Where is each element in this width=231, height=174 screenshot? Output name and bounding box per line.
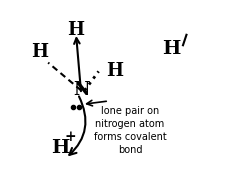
Text: lone pair on
nitrogen atom
forms covalent
bond: lone pair on nitrogen atom forms covalen…	[93, 106, 166, 155]
Text: H: H	[51, 139, 69, 157]
Text: H: H	[105, 62, 122, 80]
Text: N: N	[73, 81, 89, 100]
Text: H: H	[67, 21, 84, 39]
Text: H: H	[31, 43, 48, 61]
Text: H: H	[162, 40, 180, 58]
Text: +: +	[64, 130, 75, 144]
